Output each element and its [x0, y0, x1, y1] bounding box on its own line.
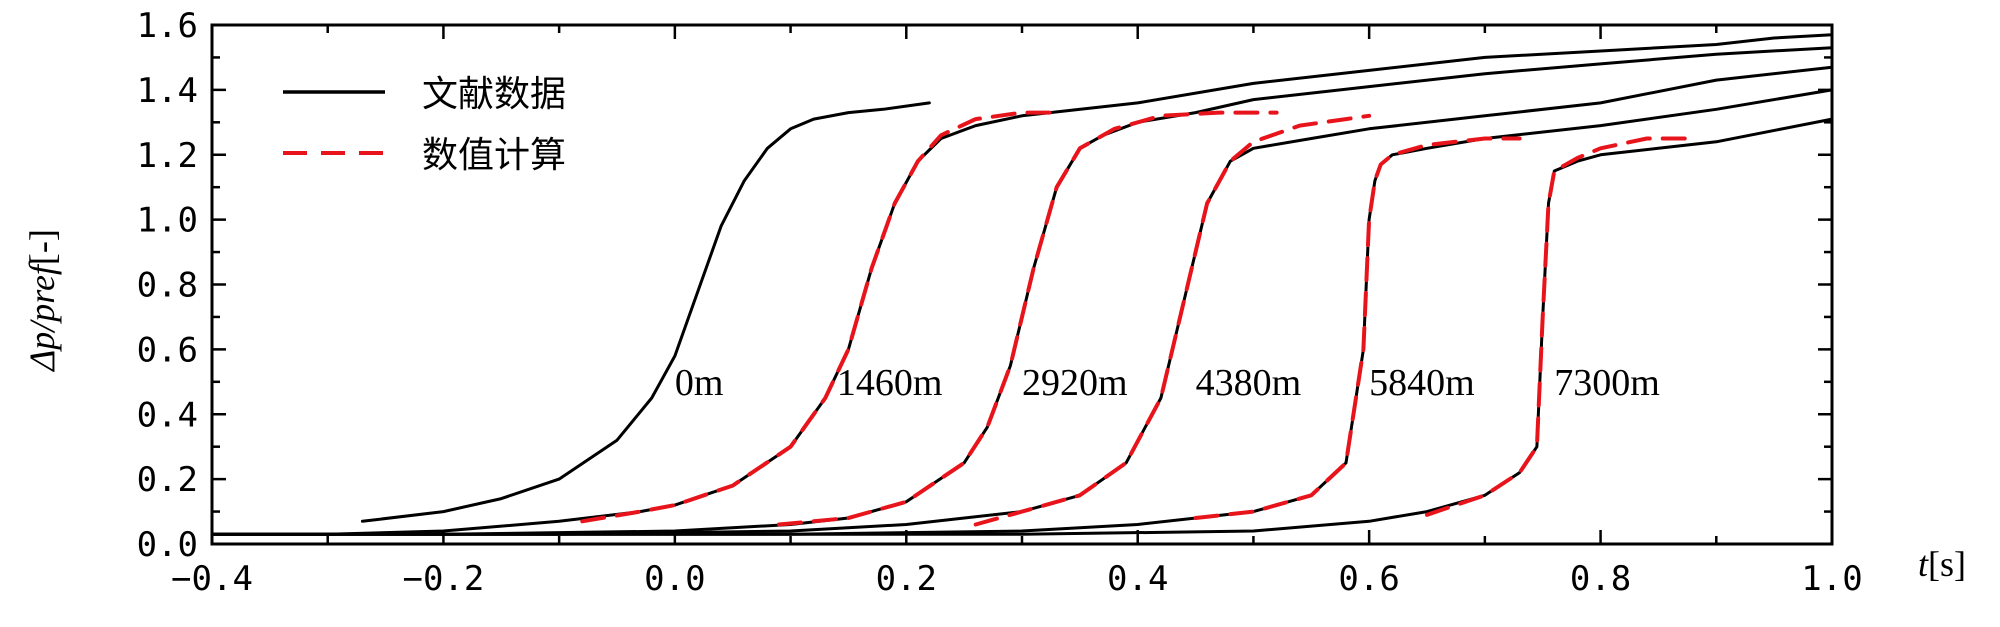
y-tick-label: 1.4: [137, 71, 198, 111]
series-line-7: [777, 110, 1279, 527]
series-line-6: [580, 110, 1059, 524]
curve-label-4380m: 4380m: [1196, 362, 1302, 404]
y-axis-delta: Δ: [22, 350, 62, 373]
x-axis-variable: t: [1918, 544, 1929, 584]
y-tick-label: 1.0: [137, 201, 198, 241]
x-tick-label: −0.2: [402, 559, 484, 599]
curve-label-7300m: 7300m: [1554, 362, 1660, 404]
series-line-10: [1425, 136, 1696, 517]
x-tick-label: 1.0: [1801, 559, 1862, 599]
axes-layer: −0.4 −0.2 0.0 0.2 0.4 0.6 0.8 1.0 0.0 0.2 0.4 0.6 0.…: [137, 6, 1863, 599]
x-tick-label: 0.8: [1570, 559, 1631, 599]
y-tick-label: 0.8: [137, 266, 198, 306]
series-line-9: [1193, 136, 1522, 520]
series-layer: [210, 33, 1834, 536]
x-tick-label: 0.2: [876, 559, 937, 599]
legend-label-numerical: 数值计算: [422, 135, 566, 176]
series-line-0: [360, 101, 931, 523]
x-tick-label: 0.0: [644, 559, 705, 599]
axis-titles: t[s] Δp/pref[-]: [22, 229, 1966, 584]
legend-label-literature: 文献数据: [422, 74, 566, 115]
x-tick-label: 0.6: [1338, 559, 1399, 599]
annotation-layer: 0m 1460m 2920m 4380m 5840m 7300m: [675, 362, 1660, 404]
y-tick-label: 0.2: [137, 460, 198, 500]
x-axis-unit: [s]: [1928, 544, 1966, 584]
y-tick-label: 1.2: [137, 136, 198, 176]
y-axis-label: Δp/pref[-]: [22, 229, 62, 373]
series-line-4: [210, 88, 1834, 536]
y-tick-label: 1.6: [137, 6, 198, 46]
x-tick-label: −0.4: [171, 559, 253, 599]
y-axis-variable: p/pref: [22, 260, 62, 353]
y-tick-label: 0.0: [137, 525, 198, 565]
y-axis-unit: [-]: [22, 229, 62, 265]
x-axis-label: t[s]: [1918, 544, 1966, 584]
y-tick-label: 0.6: [137, 330, 198, 370]
curve-label-1460m: 1460m: [837, 362, 943, 404]
curve-label-0m: 0m: [675, 362, 724, 404]
series-line-8: [973, 113, 1372, 527]
y-tick-label: 0.4: [137, 395, 198, 435]
x-tick-label: 0.4: [1107, 559, 1168, 599]
curve-label-5840m: 5840m: [1369, 362, 1475, 404]
legend: 文献数据 数值计算: [283, 74, 566, 176]
curve-label-2920m: 2920m: [1022, 362, 1128, 404]
